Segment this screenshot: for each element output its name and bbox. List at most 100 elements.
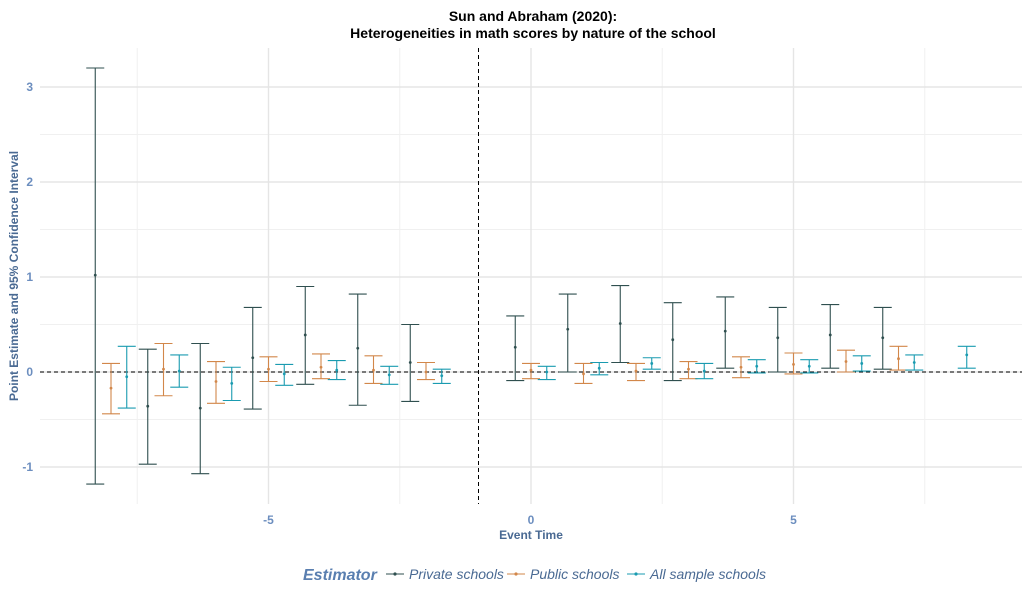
x-tick-label: 5: [790, 513, 797, 527]
error-bar: [222, 366, 241, 402]
point-estimate: [650, 362, 654, 365]
point-estimate: [897, 357, 900, 361]
point-estimate: [251, 356, 255, 360]
error-bar: [732, 356, 750, 379]
point-estimate: [776, 336, 780, 340]
legend-label: All sample schools: [649, 566, 766, 582]
point-estimate: [702, 369, 706, 373]
error-bar: [364, 355, 383, 384]
error-bar: [695, 362, 714, 380]
point-estimate: [723, 329, 727, 333]
point-estimate: [408, 361, 412, 364]
point-estimate: [807, 364, 811, 368]
point-estimate: [792, 363, 795, 366]
point-estimate: [230, 382, 234, 385]
error-bar: [821, 303, 840, 369]
point-estimate: [162, 367, 165, 371]
error-bars: [86, 67, 976, 485]
point-estimate: [739, 365, 743, 369]
point-estimate: [566, 327, 570, 331]
x-axis-title: Event Time: [499, 528, 563, 542]
point-estimate: [671, 338, 675, 342]
point-estimate: [687, 367, 690, 371]
point-estimate: [755, 364, 759, 368]
x-tick-label: 0: [528, 513, 535, 527]
error-bar: [417, 361, 435, 381]
point-estimate: [529, 368, 533, 372]
error-bar: [138, 348, 157, 465]
legend: Estimator Private schools Public schools A…: [303, 566, 766, 584]
error-bar: [207, 360, 225, 404]
error-bar: [401, 323, 420, 403]
error-bar: [574, 362, 593, 384]
legend-title: Estimator: [303, 567, 378, 584]
point-estimate: [303, 333, 307, 337]
error-bar: [312, 353, 330, 380]
point-estimate: [387, 373, 391, 377]
legend-item-public-schools: Public schools: [507, 566, 620, 582]
error-bar: [663, 302, 682, 382]
error-bar: [800, 359, 819, 374]
error-bar: [86, 67, 105, 485]
error-bar: [716, 296, 735, 369]
error-bar: [957, 345, 976, 369]
error-bar: [747, 359, 766, 374]
error-bar: [837, 349, 855, 373]
point-estimate: [618, 322, 622, 325]
point-estimate: [93, 273, 97, 277]
x-tick-label: -5: [263, 513, 274, 527]
legend-key-point: [514, 572, 518, 576]
point-estimate: [440, 374, 444, 378]
legend-key-point: [634, 572, 638, 576]
point-estimate: [965, 353, 969, 357]
point-estimate: [424, 370, 428, 374]
y-tick-label: -1: [22, 460, 33, 474]
error-bar: [154, 342, 173, 397]
error-bar: [905, 354, 924, 371]
error-bar: [102, 362, 120, 415]
error-bar: [590, 361, 609, 376]
point-estimate: [146, 404, 150, 408]
y-axis-title: Point Estimate and 95% Confidence Interv…: [7, 151, 21, 401]
error-bar: [506, 315, 525, 382]
error-bar: [296, 285, 315, 385]
point-estimate: [844, 360, 848, 363]
error-bar: [243, 306, 262, 410]
point-estimate: [109, 386, 113, 390]
point-estimate: [597, 366, 601, 370]
legend-item-private-schools: Private schools: [386, 566, 504, 582]
y-tick-label: 0: [26, 365, 33, 379]
error-bar: [558, 293, 577, 373]
point-estimate: [881, 336, 885, 340]
point-estimate: [267, 367, 270, 371]
error-bar: [259, 356, 278, 383]
legend-key-point: [393, 572, 397, 576]
error-bar: [117, 345, 136, 409]
error-bar: [327, 360, 346, 381]
point-estimate: [198, 406, 202, 410]
chart-title: Sun and Abraham (2020):: [449, 8, 617, 24]
point-estimate: [214, 380, 218, 383]
error-bar: [679, 360, 698, 380]
legend-label: Private schools: [409, 566, 504, 582]
error-bar: [852, 355, 871, 372]
point-estimate: [335, 368, 339, 372]
chart-subtitle: Heterogeneities in math scores by nature…: [350, 25, 716, 41]
y-tick-label: 2: [26, 175, 33, 189]
point-estimate: [545, 370, 549, 374]
series-public-schools: [102, 342, 908, 415]
point-estimate: [828, 333, 832, 337]
error-bar: [611, 284, 630, 364]
point-estimate: [356, 346, 360, 350]
error-bar: [768, 306, 787, 373]
series-private-schools: [86, 67, 892, 485]
legend-item-all-sample-schools: All sample schools: [627, 566, 766, 582]
point-estimate: [177, 369, 181, 373]
error-bar: [537, 365, 556, 381]
error-bar: [348, 293, 367, 406]
error-bar: [642, 357, 661, 370]
error-bar: [522, 362, 540, 380]
grid-lines: [40, 48, 1022, 504]
point-estimate: [634, 369, 638, 373]
